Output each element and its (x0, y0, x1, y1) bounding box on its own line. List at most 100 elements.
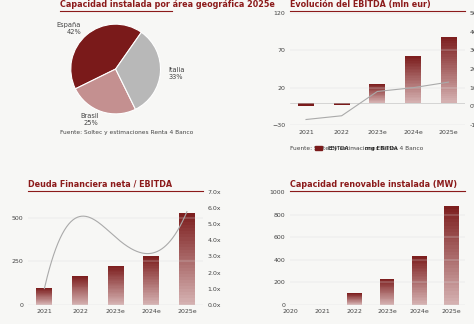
Bar (179, 277, 195, 280)
Bar (179, 292, 195, 295)
Bar (108, 290, 124, 292)
Bar (72, 299, 88, 300)
Bar (412, 288, 427, 290)
Bar (143, 282, 159, 284)
Legend: EBITDA, mg EBITDA: EBITDA, mg EBITDA (313, 144, 400, 154)
Bar (380, 300, 394, 301)
Bar (405, 75, 421, 76)
Bar (405, 93, 421, 95)
Bar (369, 94, 385, 95)
Bar (36, 288, 53, 289)
Bar (412, 258, 427, 260)
Bar (143, 285, 159, 287)
Bar (108, 297, 124, 298)
Bar (108, 284, 124, 285)
Bar (179, 225, 195, 228)
Bar (405, 95, 421, 97)
Bar (440, 52, 456, 54)
Bar (440, 94, 456, 96)
Bar (347, 301, 362, 302)
Bar (72, 287, 88, 288)
Bar (380, 287, 394, 288)
Bar (143, 295, 159, 296)
Bar (72, 300, 88, 301)
Bar (298, 103, 314, 106)
Bar (143, 266, 159, 268)
Bar (405, 83, 421, 84)
Bar (179, 289, 195, 292)
Bar (36, 303, 53, 304)
Bar (380, 285, 394, 286)
Bar (72, 292, 88, 293)
Bar (380, 289, 394, 290)
Bar (369, 90, 385, 91)
Bar (440, 72, 456, 74)
Bar (108, 281, 124, 283)
Bar (445, 252, 459, 255)
Bar (108, 298, 124, 299)
Bar (380, 282, 394, 283)
Text: Brasil
25%: Brasil 25% (80, 113, 99, 126)
Bar (72, 277, 88, 278)
Bar (412, 263, 427, 264)
Bar (380, 291, 394, 292)
Bar (72, 286, 88, 287)
Bar (36, 291, 53, 292)
Bar (369, 98, 385, 99)
Bar (412, 284, 427, 285)
Bar (445, 301, 459, 305)
Bar (445, 222, 459, 226)
Bar (143, 268, 159, 269)
Bar (72, 283, 88, 284)
Bar (440, 83, 456, 85)
Bar (380, 298, 394, 299)
Bar (440, 65, 456, 68)
Bar (380, 290, 394, 291)
Bar (369, 85, 385, 86)
Bar (405, 67, 421, 69)
Bar (445, 226, 459, 229)
Bar (412, 296, 427, 298)
Bar (179, 219, 195, 222)
Bar (72, 281, 88, 282)
Bar (440, 70, 456, 72)
Bar (179, 283, 195, 286)
Bar (36, 298, 53, 299)
Bar (72, 296, 88, 297)
Bar (72, 288, 88, 289)
Bar (412, 287, 427, 288)
Bar (347, 303, 362, 304)
Bar (72, 297, 88, 298)
Bar (143, 292, 159, 293)
Bar (347, 298, 362, 299)
Bar (445, 255, 459, 259)
Bar (440, 39, 456, 41)
Bar (405, 101, 421, 103)
Bar (369, 87, 385, 88)
Bar (412, 271, 427, 272)
Bar (36, 295, 53, 296)
Bar (179, 265, 195, 268)
Bar (369, 101, 385, 102)
Bar (108, 277, 124, 279)
Bar (405, 64, 421, 65)
Bar (405, 98, 421, 99)
Bar (380, 280, 394, 281)
Bar (440, 61, 456, 63)
Bar (445, 259, 459, 262)
Bar (440, 43, 456, 46)
Text: Evolución del EBITDA (mln eur): Evolución del EBITDA (mln eur) (290, 0, 431, 9)
Bar (440, 46, 456, 48)
Bar (143, 277, 159, 279)
Bar (412, 290, 427, 292)
Bar (405, 99, 421, 101)
Bar (179, 231, 195, 235)
Bar (440, 96, 456, 98)
Bar (445, 278, 459, 282)
Bar (143, 271, 159, 272)
Bar (108, 295, 124, 297)
Bar (179, 250, 195, 253)
Bar (405, 97, 421, 98)
Bar (445, 236, 459, 239)
Bar (440, 48, 456, 50)
